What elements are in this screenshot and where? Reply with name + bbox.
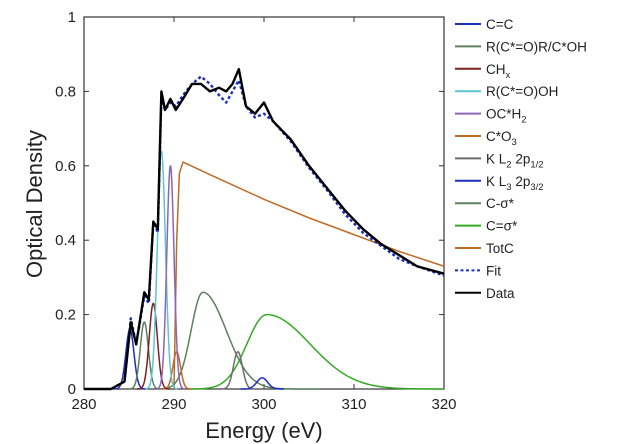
x-tick-label: 280 <box>71 396 96 413</box>
y-axis-title: Optical Density <box>22 130 47 278</box>
legend-label: R(C*=O)OH <box>486 84 558 99</box>
y-tick-label: 0.6 <box>55 158 76 175</box>
series-line-csig <box>155 291 320 390</box>
x-tick-label: 310 <box>341 396 366 413</box>
legend-item-cc: C=C <box>455 17 514 32</box>
series-line-fit <box>110 75 445 391</box>
legend-item-csig: C-σ* <box>455 196 515 211</box>
legend-label: C-σ* <box>486 196 515 211</box>
series-line-och2 <box>155 165 186 390</box>
legend-item-chx: CHx <box>455 62 511 81</box>
legend-item-kl2: K L2 2p1/2 <box>455 151 544 170</box>
x-tick-label: 320 <box>431 396 456 413</box>
series-line-chx <box>136 302 170 390</box>
y-tick-label: 0.4 <box>55 232 76 249</box>
x-axis-title: Energy (eV) <box>205 418 322 443</box>
y-tick-label: 0.2 <box>55 307 76 324</box>
legend-item-rcooh: R(C*=O)OH <box>455 84 558 99</box>
legend-label: K L3 2p3/2 <box>486 174 544 193</box>
plot-frame <box>83 16 445 390</box>
legend: C=C R(C*=O)R/C*OH CHx R(C*=O)OH OC*H2 C*O3 K L… <box>455 17 587 301</box>
legend-label: C*O3 <box>486 129 517 148</box>
legend-item-rcor: R(C*=O)R/C*OH <box>455 39 587 54</box>
legend-label: C=σ* <box>486 219 518 234</box>
axis-ticks <box>83 16 445 390</box>
legend-item-och2: OC*H2 <box>455 107 527 126</box>
legend-label: Fit <box>486 263 501 278</box>
legend-item-data: Data <box>455 286 515 301</box>
series-line-rcooh <box>144 150 179 390</box>
legend-label: Data <box>486 286 515 301</box>
legend-item-cdsig: C=σ* <box>455 219 518 234</box>
axis-tick-labels: 280 290 300 310 320 0 0.2 0.4 0.6 0.8 1 <box>55 9 456 413</box>
series-lines <box>84 67 445 391</box>
series-line-cdsig <box>187 313 444 390</box>
x-tick-label: 300 <box>251 396 276 413</box>
legend-label: R(C*=O)R/C*OH <box>486 39 587 54</box>
series-line-kl3 <box>240 377 285 390</box>
y-tick-label: 0.8 <box>55 83 76 100</box>
legend-label: K L2 2p1/2 <box>486 151 544 170</box>
series-line-data <box>84 67 445 391</box>
legend-item-kl3: K L3 2p3/2 <box>455 174 544 193</box>
x-tick-label: 290 <box>161 396 186 413</box>
y-tick-label: 1 <box>68 9 76 26</box>
legend-label: TotC <box>486 241 514 256</box>
legend-item-co3: C*O3 <box>455 129 517 148</box>
legend-label: C=C <box>486 17 514 32</box>
y-tick-label: 0 <box>68 381 76 398</box>
series-line-rcor <box>127 321 161 390</box>
legend-label: CHx <box>486 62 511 81</box>
legend-item-fit: Fit <box>455 263 501 278</box>
legend-label: OC*H2 <box>486 107 527 126</box>
legend-item-totc: TotC <box>455 241 514 256</box>
